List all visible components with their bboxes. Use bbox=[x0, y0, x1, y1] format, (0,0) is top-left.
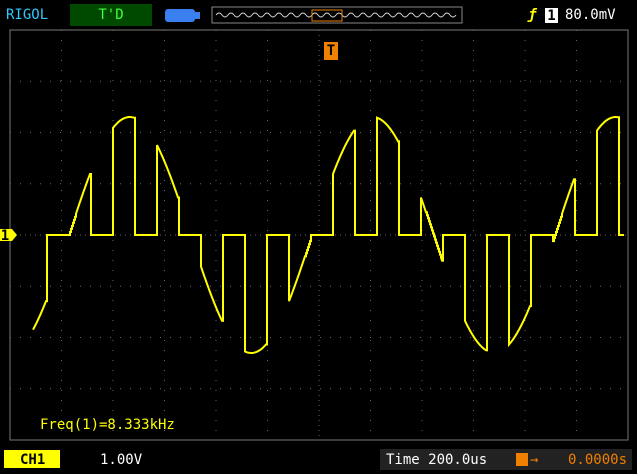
trigger-position-label: T bbox=[327, 43, 335, 59]
memory-icon-tip bbox=[195, 12, 200, 19]
trigger-offset-icon bbox=[516, 453, 528, 466]
brand: RIGOL bbox=[6, 7, 48, 23]
oscilloscope: RIGOL T'D ƒ 1 80.0mV T 1 Freq(1)=8.333kH… bbox=[0, 0, 637, 474]
channel-label: CH1 bbox=[20, 452, 45, 468]
channel-marker-label: 1 bbox=[1, 228, 9, 244]
trigger-offset: 0.0000s bbox=[568, 452, 627, 468]
page: RIGOL T'D ƒ 1 80.0mV T 1 Freq(1)=8.333kH… bbox=[0, 0, 637, 474]
background bbox=[0, 0, 637, 474]
channel-scale: 1.00V bbox=[100, 452, 143, 468]
timebase: Time 200.0us bbox=[386, 452, 487, 468]
trigger-level: 80.0mV bbox=[565, 7, 616, 23]
memory-icon bbox=[165, 9, 195, 22]
status: T'D bbox=[98, 7, 123, 23]
trigger-offset-arrow: → bbox=[530, 452, 538, 468]
frequency-measurement: Freq(1)=8.333kHz bbox=[40, 417, 175, 433]
trigger-edge-icon: ƒ bbox=[527, 7, 538, 23]
trigger-source: 1 bbox=[547, 8, 555, 24]
